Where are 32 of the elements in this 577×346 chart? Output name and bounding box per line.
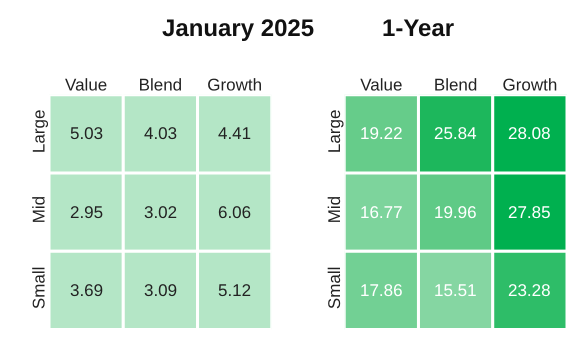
x-tick-label: Blend bbox=[138, 75, 182, 94]
data-label: 28.08 bbox=[508, 124, 551, 143]
y-tick-label: Small bbox=[30, 266, 49, 310]
data-label: 4.41 bbox=[218, 124, 252, 143]
data-label: 27.85 bbox=[508, 203, 551, 222]
chart-title: January 2025 bbox=[162, 15, 314, 42]
y-tick-label: Mid bbox=[30, 196, 49, 224]
data-label: 6.06 bbox=[218, 203, 252, 222]
x-tick-label: Blend bbox=[434, 75, 478, 94]
data-label: 15.51 bbox=[434, 281, 477, 300]
data-label: 25.84 bbox=[434, 124, 477, 143]
x-tick-label: Growth bbox=[207, 75, 262, 94]
data-label: 3.69 bbox=[70, 281, 104, 300]
data-label: 23.28 bbox=[508, 281, 551, 300]
data-label: 4.03 bbox=[144, 124, 178, 143]
x-tick-label: Value bbox=[360, 75, 402, 94]
y-tick-label: Large bbox=[30, 110, 49, 154]
chart-title: 1-Year bbox=[382, 15, 454, 42]
data-label: 16.77 bbox=[360, 203, 403, 222]
data-label: 5.03 bbox=[70, 124, 104, 143]
x-tick-label: Value bbox=[65, 75, 108, 94]
y-tick-label: Mid bbox=[324, 196, 344, 224]
y-tick-label: Small bbox=[324, 266, 344, 310]
data-label: 2.95 bbox=[70, 203, 104, 222]
data-label: 17.86 bbox=[360, 281, 403, 300]
x-tick-label: Growth bbox=[502, 75, 558, 94]
data-label: 3.02 bbox=[144, 203, 178, 222]
data-label: 19.22 bbox=[360, 124, 403, 143]
y-tick-label: Large bbox=[324, 110, 344, 154]
data-label: 5.12 bbox=[218, 281, 252, 300]
data-label: 19.96 bbox=[434, 203, 477, 222]
data-label: 3.09 bbox=[144, 281, 178, 300]
